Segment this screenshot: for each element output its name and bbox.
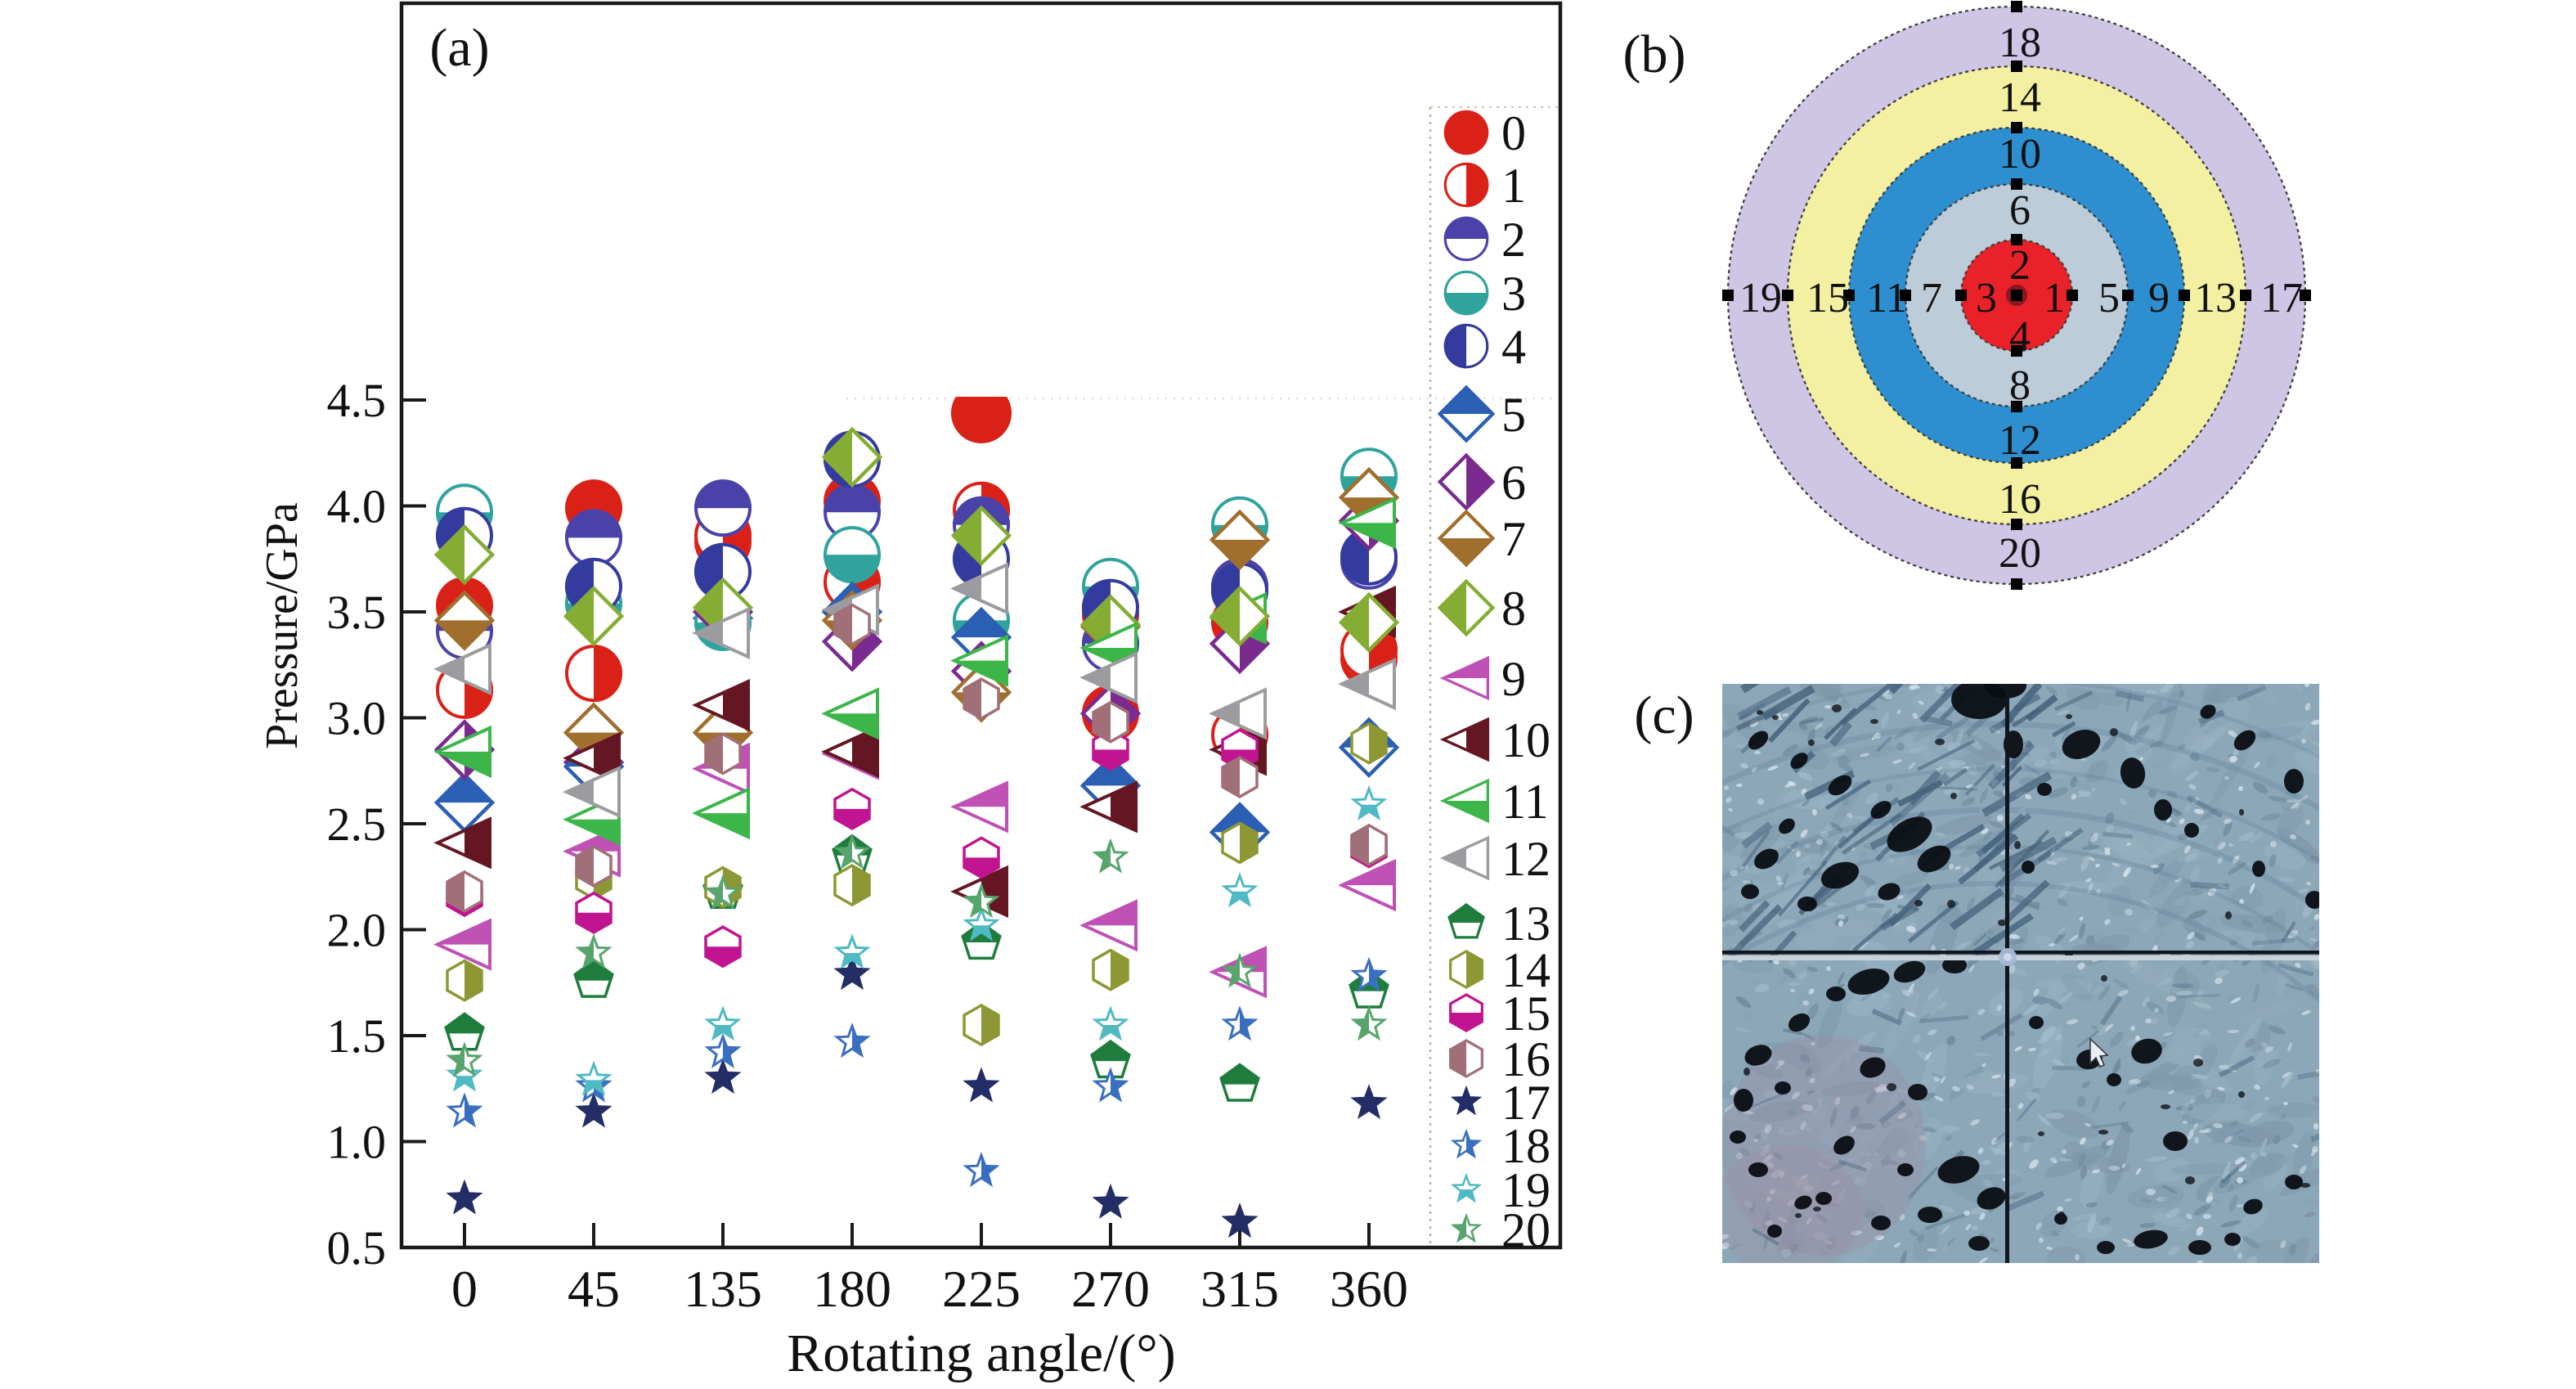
svg-text:2: 2 (1501, 213, 1526, 267)
svg-text:3.5: 3.5 (327, 586, 387, 639)
svg-text:19: 19 (1501, 1163, 1551, 1217)
svg-text:45: 45 (568, 1260, 620, 1318)
svg-text:9: 9 (2148, 275, 2170, 321)
svg-text:2.0: 2.0 (327, 904, 387, 957)
svg-text:1: 1 (2044, 275, 2065, 321)
svg-text:6: 6 (1501, 456, 1526, 510)
svg-text:19: 19 (1739, 275, 1782, 321)
svg-text:14: 14 (1999, 74, 2041, 121)
svg-text:(a): (a) (429, 18, 489, 78)
svg-text:20: 20 (1501, 1203, 1551, 1257)
svg-text:6: 6 (2009, 187, 2031, 234)
svg-text:180: 180 (813, 1260, 891, 1318)
svg-text:0: 0 (1501, 106, 1526, 160)
svg-text:3.0: 3.0 (327, 692, 387, 745)
svg-text:4.5: 4.5 (327, 374, 387, 427)
svg-text:4: 4 (2009, 313, 2031, 360)
svg-text:3: 3 (1501, 267, 1526, 321)
svg-text:10: 10 (1501, 713, 1551, 767)
svg-text:15: 15 (1806, 275, 1849, 321)
svg-text:10: 10 (1999, 131, 2041, 178)
svg-text:2.5: 2.5 (327, 798, 387, 851)
svg-text:1.5: 1.5 (327, 1009, 387, 1063)
svg-text:11: 11 (1866, 275, 1907, 321)
svg-text:18: 18 (1999, 20, 2041, 66)
svg-text:4.0: 4.0 (327, 480, 387, 533)
svg-text:135: 135 (684, 1260, 762, 1318)
svg-text:20: 20 (1999, 530, 2041, 577)
svg-text:18: 18 (1501, 1119, 1551, 1173)
svg-text:4: 4 (1501, 320, 1526, 374)
svg-text:2: 2 (2009, 242, 2031, 289)
svg-text:12: 12 (1999, 417, 2041, 464)
svg-text:13: 13 (1501, 897, 1551, 951)
svg-text:0.5: 0.5 (327, 1221, 387, 1274)
svg-text:5: 5 (1501, 388, 1526, 442)
svg-text:360: 360 (1330, 1260, 1408, 1318)
svg-text:17: 17 (1501, 1076, 1551, 1130)
svg-text:16: 16 (1501, 1032, 1551, 1086)
svg-text:16: 16 (1999, 476, 2041, 523)
svg-text:1.0: 1.0 (327, 1116, 387, 1169)
svg-text:14: 14 (1501, 943, 1551, 997)
svg-text:8: 8 (2009, 362, 2031, 409)
svg-text:17: 17 (2260, 275, 2303, 321)
svg-text:(c): (c) (1634, 686, 1694, 745)
svg-text:13: 13 (2194, 275, 2237, 321)
svg-text:5: 5 (2098, 275, 2120, 321)
svg-text:270: 270 (1071, 1260, 1150, 1318)
svg-text:3: 3 (1976, 275, 1997, 321)
svg-text:Rotating angle/(°): Rotating angle/(°) (787, 1324, 1175, 1383)
svg-text:315: 315 (1200, 1260, 1279, 1318)
svg-text:11: 11 (1501, 775, 1549, 829)
svg-text:(b): (b) (1623, 25, 1686, 84)
svg-text:9: 9 (1501, 652, 1526, 706)
svg-text:15: 15 (1501, 987, 1551, 1041)
svg-text:7: 7 (1921, 275, 1942, 321)
svg-text:1: 1 (1501, 159, 1526, 213)
svg-text:0: 0 (451, 1260, 478, 1318)
svg-text:225: 225 (942, 1260, 1021, 1318)
svg-text:8: 8 (1501, 582, 1526, 636)
svg-text:12: 12 (1501, 832, 1551, 886)
svg-text:Pressure/GPa: Pressure/GPa (257, 502, 307, 749)
svg-text:7: 7 (1501, 512, 1526, 566)
